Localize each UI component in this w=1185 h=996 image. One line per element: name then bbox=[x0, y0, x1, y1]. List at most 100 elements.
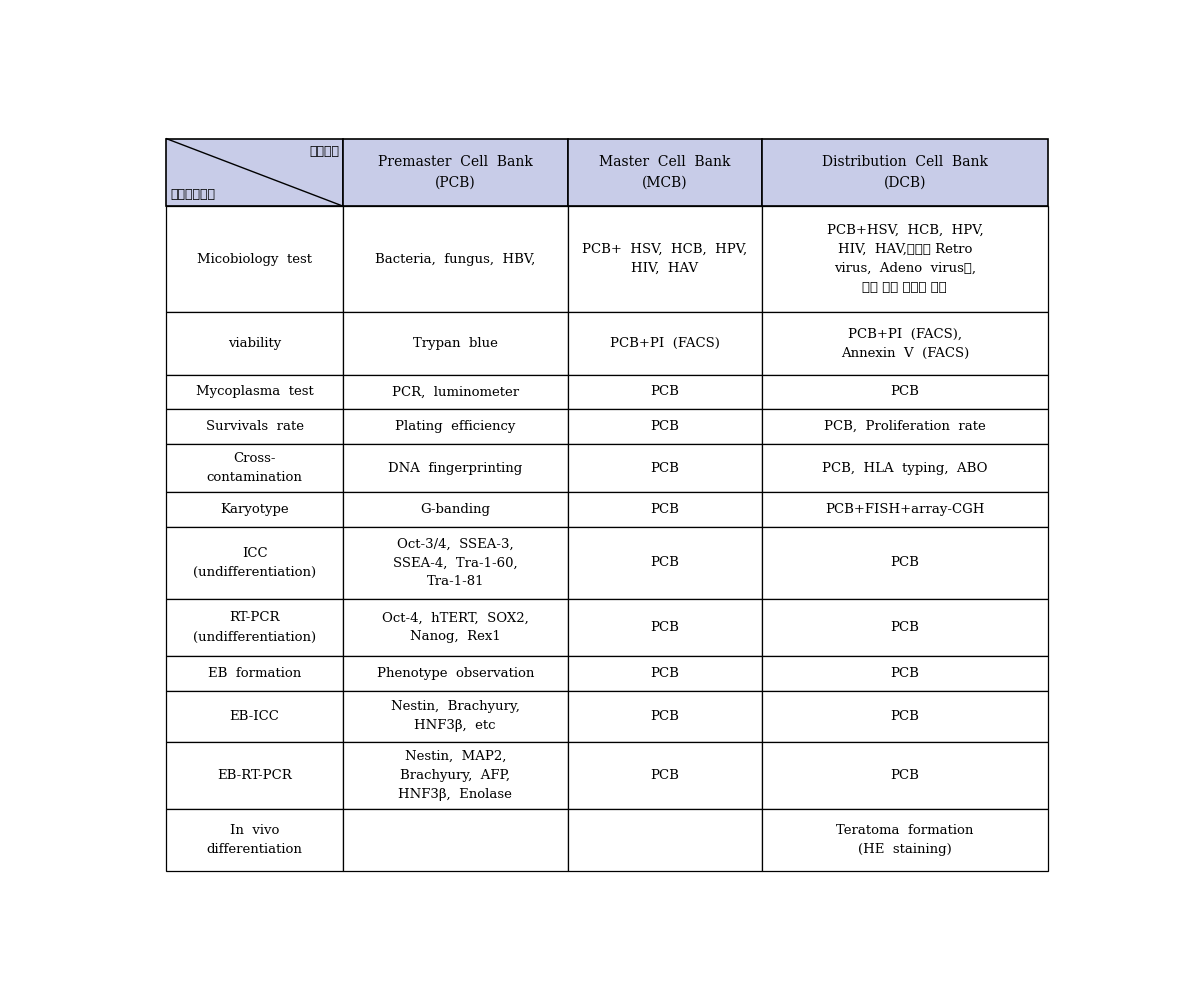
Text: PCB: PCB bbox=[651, 420, 679, 433]
Text: Teratoma  formation
(HE  staining): Teratoma formation (HE staining) bbox=[837, 824, 974, 856]
Text: PCB: PCB bbox=[651, 503, 679, 516]
Text: Nestin,  Brachyury,
HNF3β,  etc: Nestin, Brachyury, HNF3β, etc bbox=[391, 700, 520, 732]
Text: G-banding: G-banding bbox=[421, 503, 491, 516]
Text: PCB+PI  (FACS): PCB+PI (FACS) bbox=[609, 337, 719, 350]
Bar bbox=[166, 599, 342, 656]
Text: Micobiology  test: Micobiology test bbox=[197, 253, 312, 266]
Text: 특성분석항목: 특성분석항목 bbox=[171, 188, 216, 201]
Bar bbox=[342, 691, 568, 742]
Text: Plating  efficiency: Plating efficiency bbox=[395, 420, 515, 433]
Bar bbox=[342, 492, 568, 527]
Bar bbox=[568, 374, 762, 409]
Text: Survivals  rate: Survivals rate bbox=[206, 420, 303, 433]
Bar bbox=[568, 138, 762, 206]
Text: Trypan  blue: Trypan blue bbox=[412, 337, 498, 350]
Bar bbox=[762, 809, 1048, 872]
Bar bbox=[568, 742, 762, 809]
Bar bbox=[342, 374, 568, 409]
Text: PCB: PCB bbox=[890, 385, 920, 398]
Text: PCB: PCB bbox=[651, 462, 679, 475]
Bar bbox=[166, 138, 342, 206]
Text: Cross-
contamination: Cross- contamination bbox=[206, 452, 302, 484]
Text: RT-PCR
(undifferentiation): RT-PCR (undifferentiation) bbox=[193, 612, 316, 643]
Bar bbox=[762, 527, 1048, 599]
Bar bbox=[568, 206, 762, 313]
Bar bbox=[568, 691, 762, 742]
Bar bbox=[762, 656, 1048, 691]
Text: PCB: PCB bbox=[651, 667, 679, 680]
Text: PCB: PCB bbox=[890, 710, 920, 723]
Bar bbox=[166, 809, 342, 872]
Bar bbox=[166, 492, 342, 527]
Text: Karyotype: Karyotype bbox=[220, 503, 289, 516]
Text: PCB: PCB bbox=[890, 667, 920, 680]
Bar bbox=[568, 492, 762, 527]
Text: PCB: PCB bbox=[890, 621, 920, 634]
Text: EB  formation: EB formation bbox=[209, 667, 301, 680]
Bar bbox=[342, 527, 568, 599]
Text: PCB: PCB bbox=[890, 769, 920, 782]
Text: PCB+HSV,  HCB,  HPV,
HIV,  HAV,내인성 Retro
virus,  Adeno  virus등,
동물 유래 병원균 검사: PCB+HSV, HCB, HPV, HIV, HAV,내인성 Retro vi… bbox=[827, 224, 984, 294]
Text: In  vivo
differentiation: In vivo differentiation bbox=[206, 824, 302, 856]
Bar bbox=[166, 206, 342, 313]
Text: PCB: PCB bbox=[651, 385, 679, 398]
Text: ICC
(undifferentiation): ICC (undifferentiation) bbox=[193, 547, 316, 579]
Bar bbox=[342, 656, 568, 691]
Bar bbox=[762, 313, 1048, 374]
Bar bbox=[568, 809, 762, 872]
Bar bbox=[342, 206, 568, 313]
Text: Master  Cell  Bank
(MCB): Master Cell Bank (MCB) bbox=[598, 155, 730, 189]
Text: PCB: PCB bbox=[651, 710, 679, 723]
Bar bbox=[568, 313, 762, 374]
Text: PCB+  HSV,  HCB,  HPV,
HIV,  HAV: PCB+ HSV, HCB, HPV, HIV, HAV bbox=[582, 243, 748, 275]
Bar bbox=[342, 809, 568, 872]
Text: 백킹단계: 백킹단계 bbox=[309, 144, 339, 157]
Bar bbox=[342, 444, 568, 492]
Text: PCB: PCB bbox=[651, 621, 679, 634]
Bar bbox=[568, 656, 762, 691]
Text: Distribution  Cell  Bank
(DCB): Distribution Cell Bank (DCB) bbox=[822, 155, 988, 189]
Text: Phenotype  observation: Phenotype observation bbox=[377, 667, 534, 680]
Bar bbox=[762, 374, 1048, 409]
Bar bbox=[342, 313, 568, 374]
Text: DNA  fingerprinting: DNA fingerprinting bbox=[389, 462, 523, 475]
Text: Mycoplasma  test: Mycoplasma test bbox=[196, 385, 314, 398]
Bar bbox=[166, 444, 342, 492]
Bar bbox=[762, 138, 1048, 206]
Bar bbox=[166, 527, 342, 599]
Bar bbox=[762, 691, 1048, 742]
Text: PCR,  luminometer: PCR, luminometer bbox=[392, 385, 519, 398]
Bar bbox=[762, 206, 1048, 313]
Bar bbox=[568, 599, 762, 656]
Text: PCB: PCB bbox=[651, 769, 679, 782]
Text: Oct-3/4,  SSEA-3,
SSEA-4,  Tra-1-60,
Tra-1-81: Oct-3/4, SSEA-3, SSEA-4, Tra-1-60, Tra-1… bbox=[393, 537, 518, 589]
Text: PCB,  Proliferation  rate: PCB, Proliferation rate bbox=[824, 420, 986, 433]
Text: Nestin,  MAP2,
Brachyury,  AFP,
HNF3β,  Enolase: Nestin, MAP2, Brachyury, AFP, HNF3β, Eno… bbox=[398, 750, 512, 801]
Bar bbox=[342, 742, 568, 809]
Bar bbox=[342, 599, 568, 656]
Bar bbox=[568, 409, 762, 444]
Text: Oct-4,  hTERT,  SOX2,
Nanog,  Rex1: Oct-4, hTERT, SOX2, Nanog, Rex1 bbox=[382, 612, 529, 643]
Bar bbox=[568, 527, 762, 599]
Bar bbox=[568, 444, 762, 492]
Bar bbox=[166, 691, 342, 742]
Text: PCB: PCB bbox=[651, 557, 679, 570]
Text: EB-RT-PCR: EB-RT-PCR bbox=[217, 769, 292, 782]
Bar bbox=[762, 492, 1048, 527]
Text: PCB+PI  (FACS),
Annexin  V  (FACS): PCB+PI (FACS), Annexin V (FACS) bbox=[840, 328, 969, 360]
Bar bbox=[762, 742, 1048, 809]
Text: Bacteria,  fungus,  HBV,: Bacteria, fungus, HBV, bbox=[376, 253, 536, 266]
Bar bbox=[762, 444, 1048, 492]
Bar bbox=[166, 742, 342, 809]
Text: Premaster  Cell  Bank
(PCB): Premaster Cell Bank (PCB) bbox=[378, 155, 533, 189]
Text: PCB,  HLA  typing,  ABO: PCB, HLA typing, ABO bbox=[822, 462, 987, 475]
Bar bbox=[166, 313, 342, 374]
Text: PCB: PCB bbox=[890, 557, 920, 570]
Text: EB-ICC: EB-ICC bbox=[230, 710, 280, 723]
Bar bbox=[762, 599, 1048, 656]
Bar bbox=[342, 409, 568, 444]
Bar bbox=[166, 374, 342, 409]
Bar bbox=[342, 138, 568, 206]
Bar bbox=[166, 656, 342, 691]
Bar bbox=[166, 409, 342, 444]
